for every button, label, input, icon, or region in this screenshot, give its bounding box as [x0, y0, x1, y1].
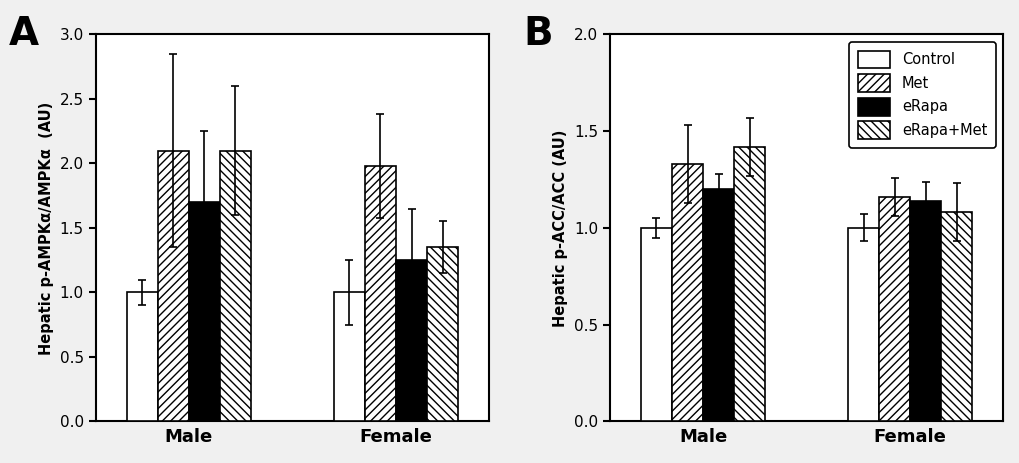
Bar — [909, 201, 941, 421]
Bar — [672, 164, 702, 421]
Bar — [220, 150, 251, 421]
Bar — [702, 189, 734, 421]
Bar — [941, 213, 971, 421]
Legend: Control, Met, eRapa, eRapa+Met: Control, Met, eRapa, eRapa+Met — [849, 42, 996, 148]
Bar — [189, 202, 220, 421]
Bar — [847, 228, 878, 421]
Y-axis label: Hepatic p-ACC/ACC (AU): Hepatic p-ACC/ACC (AU) — [553, 129, 568, 326]
Bar — [878, 197, 909, 421]
Text: B: B — [523, 15, 552, 53]
Bar — [365, 166, 395, 421]
Bar — [126, 293, 158, 421]
Bar — [734, 147, 764, 421]
Bar — [395, 260, 427, 421]
Bar — [333, 293, 365, 421]
Bar — [158, 150, 189, 421]
Bar — [640, 228, 672, 421]
Bar — [427, 247, 458, 421]
Text: A: A — [9, 15, 40, 53]
Y-axis label: Hepatic p-AMPKα/AMPKα  (AU): Hepatic p-AMPKα/AMPKα (AU) — [39, 101, 54, 355]
